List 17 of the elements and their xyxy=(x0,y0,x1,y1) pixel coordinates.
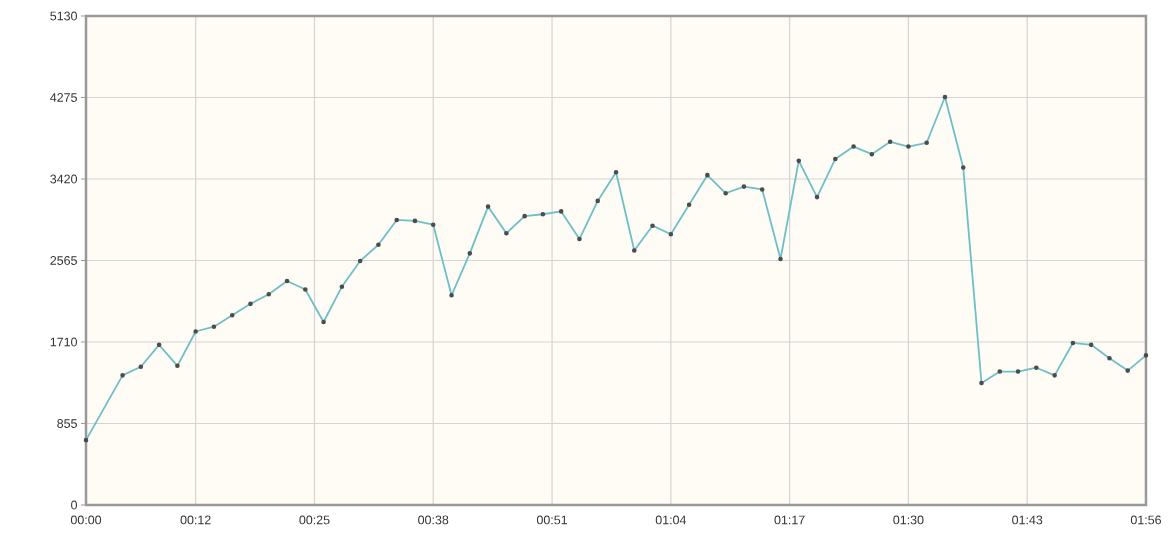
x-tick-label: 00:38 xyxy=(418,515,449,525)
y-tick-label: 855 xyxy=(57,419,77,428)
x-tick-label: 00:25 xyxy=(299,515,330,525)
y-tick-label: 1710 xyxy=(50,337,77,347)
x-tick-label: 01:56 xyxy=(1130,515,1162,525)
y-tick-label: 2565 xyxy=(50,256,77,265)
y-tick-label: 4275 xyxy=(50,93,77,102)
y-tick-label: 5130 xyxy=(50,11,77,21)
y-tick-label: 0 xyxy=(71,500,77,510)
x-tick-label: 01:17 xyxy=(774,515,805,525)
x-tick-label: 00:51 xyxy=(536,515,567,525)
x-tick-label: 01:04 xyxy=(655,515,687,525)
x-tick-label: 00:12 xyxy=(180,515,211,525)
x-tick-label: 00:00 xyxy=(70,515,102,525)
y-tick-label: 3420 xyxy=(50,174,77,184)
x-tick-label: 01:43 xyxy=(1012,515,1043,525)
x-tick-label: 01:30 xyxy=(893,515,924,525)
